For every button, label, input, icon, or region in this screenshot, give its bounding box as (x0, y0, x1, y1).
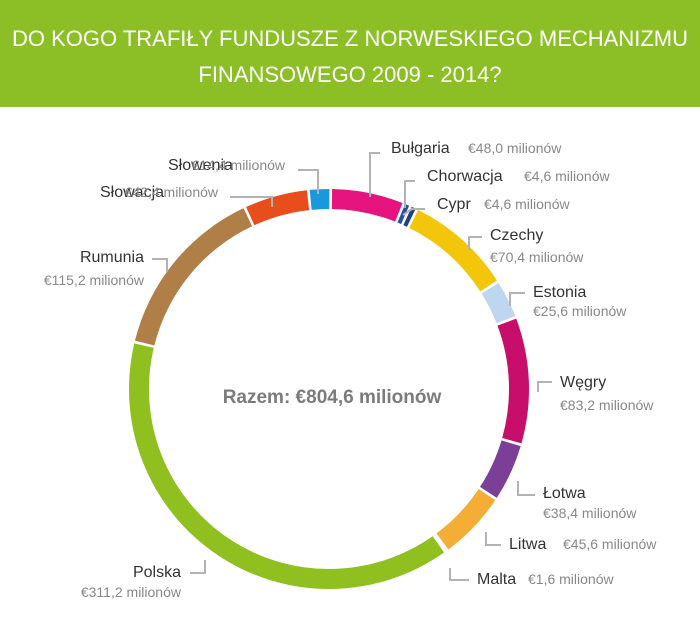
slice-label-estonia: Estonia (533, 284, 586, 301)
leader-line-litwa (485, 532, 501, 546)
slice-value-polska: €311,2 milionów (81, 584, 182, 600)
slice-bułgaria (331, 189, 403, 222)
slice-value-chorwacja: €4,6 milionów (524, 168, 610, 184)
slice-value-bułgaria: €48,0 milionów (468, 140, 562, 156)
chart-title-line-1: DO KOGO TRAFIŁY FUNDUSZE Z NORWESKIEGO M… (12, 26, 688, 51)
leader-line-czechy (468, 236, 482, 250)
slice-czechy (409, 209, 498, 292)
leader-line-łotwa (517, 481, 535, 496)
slice-label-malta: Malta (477, 571, 516, 588)
slice-rumunia (134, 208, 253, 346)
slice-value-słowacja: €42,4 milionów (125, 184, 219, 200)
slice-łotwa (480, 440, 521, 498)
slice-litwa (436, 489, 496, 550)
slice-value-malta: €1,6 milionów (528, 571, 614, 587)
slice-label-węgry: Węgry (560, 374, 606, 391)
slice-value-łotwa: €38,4 milionów (543, 505, 637, 521)
slice-estonia (481, 282, 516, 324)
slice-węgry (497, 318, 529, 444)
slice-label-bułgaria: Bułgaria (391, 140, 450, 157)
header-banner: DO KOGO TRAFIŁY FUNDUSZE Z NORWESKIEGO M… (0, 0, 700, 107)
slice-value-słowenia: €14,4 milionów (192, 157, 286, 173)
leader-line-słowenia (298, 169, 319, 194)
slice-polska (128, 343, 445, 589)
slice-label-litwa: Litwa (509, 536, 546, 553)
leader-line-malta (449, 568, 469, 581)
slice-malta (434, 534, 447, 552)
leader-line-rumunia (152, 258, 168, 272)
slice-label-chorwacja: Chorwacja (427, 168, 503, 185)
slice-label-słowacja: Słowacja (100, 184, 164, 201)
slice-label-cypr: Cypr (437, 196, 471, 213)
slice-label-słowenia: Słowenia (168, 157, 233, 174)
leader-line-estonia (509, 292, 525, 306)
slice-słowacja (246, 190, 310, 226)
leader-line-polska (190, 560, 206, 574)
slice-label-polska: Polska (133, 564, 181, 581)
slice-słowenia (309, 189, 330, 210)
chart-title-line-2: FINANSOWEGO 2009 - 2014? (198, 62, 502, 87)
slice-value-estonia: €25,6 milionów (533, 303, 627, 319)
slice-label-łotwa: Łotwa (543, 485, 586, 502)
slice-value-cypr: €4,6 milionów (484, 196, 570, 212)
leader-line-węgry (537, 381, 552, 392)
leader-line-bułgaria (369, 152, 380, 197)
leader-line-słowacja (230, 196, 273, 207)
slice-value-węgry: €83,2 milionów (560, 397, 654, 413)
leader-line-cypr (402, 208, 425, 216)
slice-value-czechy: €70,4 milionów (490, 249, 584, 265)
total-label: Razem: €804,6 milionów (223, 387, 442, 408)
slice-cypr (403, 206, 416, 227)
slice-label-rumunia: Rumunia (80, 249, 144, 266)
slice-value-rumunia: €115,2 milionów (44, 272, 145, 288)
leader-line-chorwacja (404, 180, 415, 208)
slice-label-czechy: Czechy (490, 227, 543, 244)
slice-value-litwa: €45,6 milionów (563, 536, 657, 552)
